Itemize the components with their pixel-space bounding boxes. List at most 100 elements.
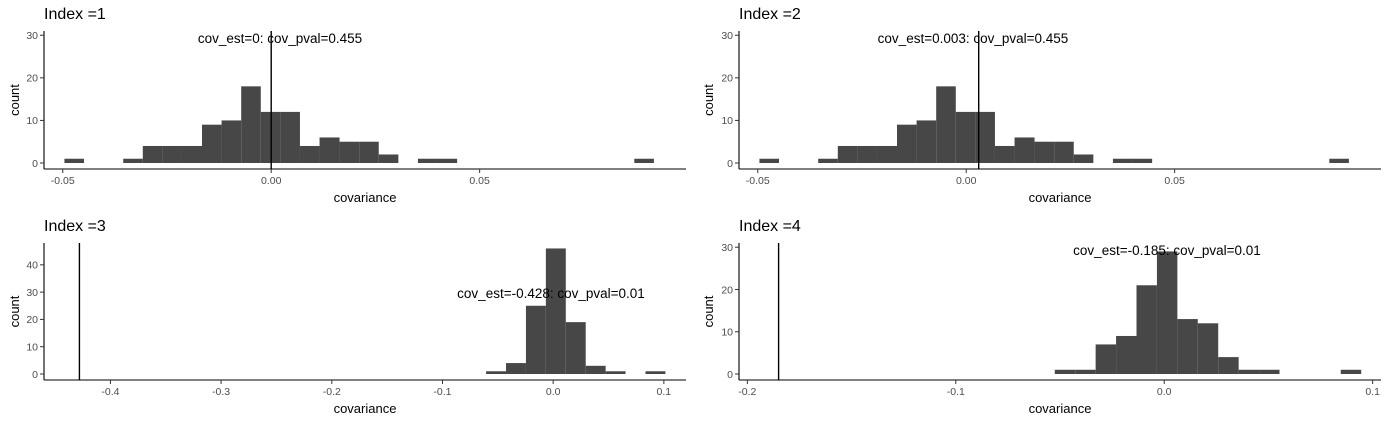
panel-title: Index =1 — [44, 6, 106, 23]
y-axis-title: count — [7, 295, 22, 327]
x-axis-title: covariance — [334, 190, 397, 205]
x-tick-label: -0.1 — [947, 386, 965, 398]
histogram-bar — [319, 137, 340, 163]
stat-annotation: cov_est=-0.185: cov_pval=0.01 — [1073, 243, 1261, 258]
histogram-bar — [1054, 141, 1074, 163]
histogram-bar — [876, 145, 897, 163]
histogram-bar — [123, 158, 143, 163]
x-tick-label: -0.05 — [51, 175, 75, 187]
panel-title: Index =2 — [739, 6, 801, 23]
x-axis-title: covariance — [334, 401, 397, 416]
histogram-bar — [645, 371, 666, 374]
histogram-bar — [1116, 335, 1137, 374]
histogram-bar — [936, 86, 956, 163]
x-tick-label: -0.05 — [746, 175, 770, 187]
y-tick-label: 0 — [727, 369, 733, 381]
x-tick-label: -0.2 — [738, 386, 756, 398]
histogram-bar — [1197, 323, 1219, 374]
y-tick-label: 40 — [26, 260, 38, 272]
histogram-bar — [181, 145, 202, 163]
histogram-bar — [221, 120, 242, 163]
histogram-bar — [1218, 357, 1239, 374]
histogram-bar — [525, 305, 546, 374]
histogram-bar — [1329, 158, 1349, 163]
y-tick-label: 30 — [721, 30, 733, 42]
y-tick-label: 20 — [721, 284, 733, 296]
x-tick-label: -0.4 — [101, 386, 119, 398]
histogram-bar — [142, 145, 163, 163]
histogram-bar — [417, 158, 438, 163]
histogram-bar — [1259, 369, 1280, 374]
histogram-bar — [1112, 158, 1133, 163]
histogram-bar — [897, 124, 917, 163]
histogram-bar — [1132, 158, 1153, 163]
histogram-bar — [486, 371, 507, 374]
histogram-bar — [64, 158, 85, 163]
y-tick-label: 20 — [26, 73, 38, 85]
histogram-bar — [506, 363, 526, 374]
histogram-bar — [1014, 137, 1035, 163]
histogram-bar — [241, 86, 261, 163]
histogram-bar — [565, 322, 586, 374]
y-tick-label: 20 — [721, 73, 733, 85]
x-tick-label: 0.1 — [1365, 386, 1380, 398]
histogram-bar — [202, 124, 222, 163]
y-tick-label: 0 — [32, 369, 38, 381]
histogram-bar — [994, 145, 1015, 163]
x-tick-label: 0.00 — [956, 175, 977, 187]
histogram-bar — [1095, 344, 1117, 374]
histogram-bar — [955, 111, 976, 163]
x-tick-label: 0.0 — [1157, 386, 1172, 398]
histogram-panel-1: Index =1 0 10 20 30 -0.05 0.00 0.05 covariance co… — [7, 6, 686, 205]
histogram-bar — [916, 120, 937, 163]
histogram-bar — [1034, 141, 1055, 163]
y-tick-label: 20 — [26, 314, 38, 326]
histogram-bar — [359, 141, 379, 163]
histogram-bar — [1340, 369, 1362, 374]
stat-annotation: cov_est=0.003: cov_pval=0.455 — [878, 31, 1069, 46]
y-tick-label: 0 — [727, 158, 733, 170]
x-tick-label: 0.00 — [261, 175, 282, 187]
histogram-bar — [857, 145, 877, 163]
y-tick-label: 30 — [26, 30, 38, 42]
histogram-bar — [437, 158, 458, 163]
y-tick-label: 30 — [721, 242, 733, 254]
y-axis-title: count — [7, 84, 22, 116]
histogram-bar — [1075, 369, 1096, 374]
histogram-bar — [545, 248, 566, 374]
stat-annotation: cov_est=-0.428: cov_pval=0.01 — [457, 286, 645, 301]
histogram-bar — [280, 111, 300, 163]
x-tick-label: 0.0 — [546, 386, 561, 398]
histogram-panel-2: Index =2 0 10 20 30 -0.05 0.00 0.05 covariance co… — [701, 6, 1381, 205]
x-tick-label: 0.1 — [657, 386, 672, 398]
y-tick-label: 10 — [721, 115, 733, 127]
x-tick-label: -0.3 — [212, 386, 230, 398]
histogram-bar — [1073, 154, 1094, 163]
x-axis-title: covariance — [1029, 190, 1092, 205]
histogram-bar — [339, 141, 360, 163]
histogram-bar — [818, 158, 838, 163]
panel-title: Index =3 — [44, 218, 106, 235]
y-axis-title: count — [701, 295, 716, 327]
x-tick-label: -0.2 — [323, 386, 341, 398]
y-tick-label: 10 — [721, 327, 733, 339]
x-tick-label: 0.05 — [469, 175, 490, 187]
histogram-panel-4: Index =4 0 10 20 30 -0.2 -0.1 0.0 0.1 covariance c… — [701, 218, 1381, 416]
histogram-bar — [585, 365, 606, 374]
stat-annotation: cov_est=0: cov_pval=0.455 — [198, 31, 362, 46]
histogram-bar — [162, 145, 182, 163]
y-tick-label: 0 — [32, 158, 38, 170]
x-axis-title: covariance — [1029, 401, 1092, 416]
histogram-bar — [975, 111, 995, 163]
histogram-bar — [378, 154, 399, 163]
histogram-bar — [299, 145, 320, 163]
histogram-bar — [1238, 369, 1260, 374]
y-tick-label: 30 — [26, 287, 38, 299]
histogram-panel-3: Index =3 0 10 20 30 40 -0.4 -0.3 -0.2 -0.1 0.0 0.1 c… — [7, 218, 686, 416]
y-axis-title: count — [701, 84, 716, 116]
panel-title: Index =4 — [739, 218, 801, 235]
histogram-bar — [1177, 319, 1198, 374]
histogram-bar — [1054, 369, 1076, 374]
